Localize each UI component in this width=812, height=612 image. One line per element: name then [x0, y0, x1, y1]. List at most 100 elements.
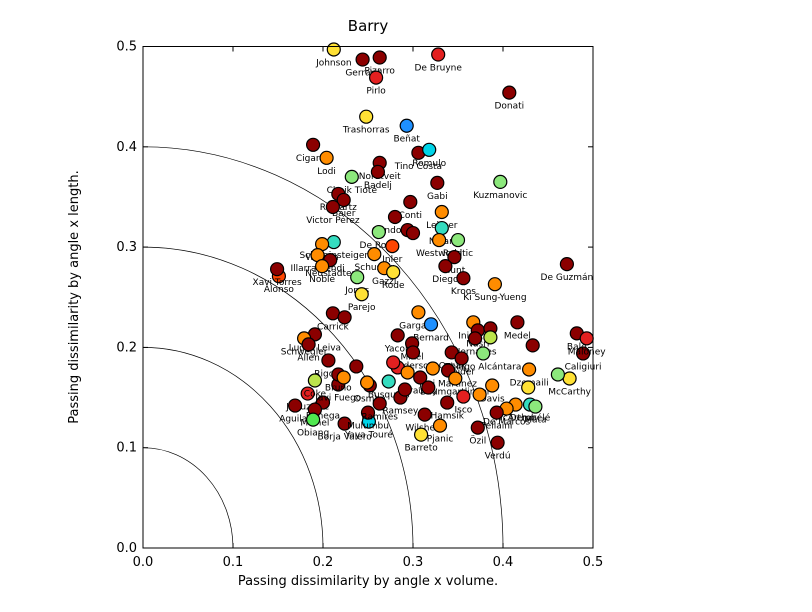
data-point: [438, 259, 453, 274]
point-label: Thiago Alcántara: [444, 362, 521, 372]
point-label: Victor Pérez: [306, 215, 360, 226]
data-point: [325, 306, 340, 321]
point-label: Aguilar: [279, 415, 311, 425]
axis-ticks: [142, 46, 594, 549]
point-label: Mata: [524, 416, 546, 426]
point-label: Hunt: [444, 266, 466, 276]
point-label: Allen: [297, 353, 319, 363]
point-label: Inler: [382, 255, 402, 265]
point-label: Yacob: [384, 344, 411, 354]
point-label: De Guzmán: [541, 273, 594, 283]
data-point: [270, 262, 285, 277]
data-point: [421, 380, 436, 395]
point-label: De Rossi: [360, 241, 399, 251]
point-label: Ramsey: [382, 407, 419, 417]
data-point: [372, 50, 387, 65]
data-point: [387, 209, 403, 225]
data-point: [397, 382, 412, 397]
point-label: Diego: [432, 275, 459, 285]
y-tick-label: 0.3: [116, 240, 137, 255]
data-point: [575, 346, 591, 361]
y-axis-label: Passing dissimilarity by angle x length.: [67, 170, 82, 423]
data-point: [559, 257, 575, 272]
data-point: [432, 232, 447, 248]
point-label: Beñat: [393, 135, 420, 145]
data-point: [472, 387, 487, 402]
point-label: Pirlo: [366, 87, 386, 97]
arc-radius-0.3: [142, 246, 414, 549]
data-point: [390, 328, 405, 343]
point-label: Fellaini: [481, 422, 512, 432]
data-point: [336, 370, 351, 385]
data-point: [319, 150, 334, 165]
point-label: Wilshere: [405, 424, 444, 434]
data-point: [336, 192, 351, 208]
y-tick-label: 0.4: [116, 140, 137, 155]
x-axis-label: Passing dissimilarity by angle x volume.: [238, 574, 498, 589]
point-label: Osman: [354, 395, 386, 405]
x-tick-label: 0.0: [133, 555, 154, 570]
point-label: Bernard: [413, 333, 449, 343]
data-point: [423, 317, 439, 332]
data-point: [370, 164, 385, 179]
x-tick-label: 0.2: [313, 555, 334, 570]
point-label: Johnson: [315, 59, 351, 69]
point-label: Mulumbu: [347, 422, 389, 432]
data-point: [354, 287, 369, 302]
point-label: Cigarini: [296, 154, 330, 164]
data-point: [550, 367, 566, 382]
data-point: [321, 353, 336, 368]
data-point: [337, 416, 352, 431]
x-tick-label: 0.3: [403, 555, 424, 570]
data-point: [434, 220, 449, 236]
data-point: [350, 270, 365, 285]
data-point: [300, 386, 315, 401]
data-point: [371, 224, 386, 240]
point-label: Cheik Tioté: [327, 185, 378, 196]
point-label: Schuster: [355, 263, 395, 273]
arc-radius-0.1: [142, 447, 234, 549]
point-label: Baier: [332, 209, 356, 219]
y-tick-label: 0.0: [116, 541, 137, 556]
data-point: [315, 259, 330, 274]
data-point: [422, 142, 437, 157]
point-label: Rigoni: [314, 369, 342, 379]
data-point: [405, 225, 421, 241]
data-point: [454, 351, 469, 366]
point-label: Carrick: [317, 322, 349, 332]
data-point: [403, 194, 418, 210]
data-point: [483, 330, 498, 345]
y-tick-label: 0.1: [116, 441, 137, 456]
data-point: [360, 405, 376, 420]
data-point: [450, 232, 466, 248]
point-label: Davis: [480, 395, 505, 405]
point-label: Yaya Touré: [344, 430, 393, 441]
point-label: Romulo: [412, 159, 446, 169]
point-label: Dembélé: [510, 413, 551, 424]
data-point: [476, 346, 491, 361]
data-point: [411, 305, 426, 320]
data-point: [301, 337, 316, 352]
point-label: De Marcos: [483, 418, 531, 428]
point-label: Baumgartlinger: [420, 387, 491, 397]
point-label: Trashorras: [342, 126, 390, 136]
point-label: Schwegler: [281, 347, 328, 357]
data-point: [487, 277, 502, 292]
point-label: Gabi: [427, 192, 448, 202]
data-point: [359, 109, 374, 124]
data-point: [367, 247, 382, 262]
point-label: Barreto: [404, 444, 438, 454]
point-label: Pjanic: [427, 435, 454, 445]
point-label: Junuzovic: [285, 403, 329, 413]
point-label: Kuzmanovic: [473, 191, 527, 201]
point-label: Donati: [494, 102, 524, 112]
data-point: [355, 52, 370, 67]
point-label: Ramires: [361, 413, 398, 423]
data-point: [381, 374, 396, 389]
point-label: Gazzi: [372, 277, 396, 287]
data-point: [493, 174, 508, 190]
data-point: [307, 373, 322, 388]
point-label: Coke: [304, 389, 327, 399]
point-label: Caligiuri: [565, 362, 602, 372]
